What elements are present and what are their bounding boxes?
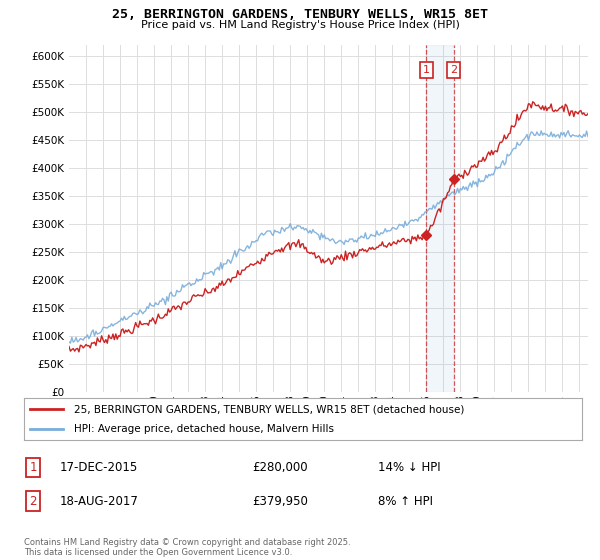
- Text: Price paid vs. HM Land Registry's House Price Index (HPI): Price paid vs. HM Land Registry's House …: [140, 20, 460, 30]
- Text: Contains HM Land Registry data © Crown copyright and database right 2025.
This d: Contains HM Land Registry data © Crown c…: [24, 538, 350, 557]
- Text: 8% ↑ HPI: 8% ↑ HPI: [378, 494, 433, 508]
- Text: 2: 2: [29, 494, 37, 508]
- Text: 17-DEC-2015: 17-DEC-2015: [60, 461, 138, 474]
- Text: £280,000: £280,000: [252, 461, 308, 474]
- Bar: [427, 45, 454, 392]
- Text: 25, BERRINGTON GARDENS, TENBURY WELLS, WR15 8ET (detached house): 25, BERRINGTON GARDENS, TENBURY WELLS, W…: [74, 404, 464, 414]
- Text: 14% ↓ HPI: 14% ↓ HPI: [378, 461, 440, 474]
- Text: 1: 1: [29, 461, 37, 474]
- Text: 25, BERRINGTON GARDENS, TENBURY WELLS, WR15 8ET: 25, BERRINGTON GARDENS, TENBURY WELLS, W…: [112, 8, 488, 21]
- Text: HPI: Average price, detached house, Malvern Hills: HPI: Average price, detached house, Malv…: [74, 424, 334, 434]
- Text: 1: 1: [423, 65, 430, 75]
- Text: 18-AUG-2017: 18-AUG-2017: [60, 494, 139, 508]
- Text: 2: 2: [450, 65, 457, 75]
- Text: £379,950: £379,950: [252, 494, 308, 508]
